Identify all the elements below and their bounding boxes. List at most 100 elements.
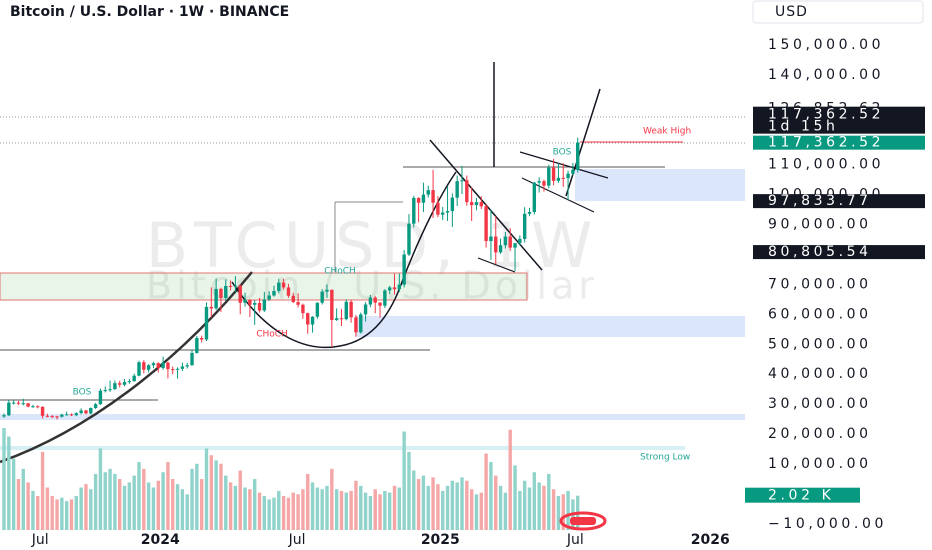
volume-bar (89, 489, 93, 530)
candle-body (69, 414, 74, 416)
volume-bar (469, 489, 474, 530)
y-tick-label: 50,000.00 (768, 336, 872, 352)
candle-body (359, 314, 363, 333)
candle-body (556, 177, 561, 181)
volume-bar (383, 490, 387, 530)
volume-bar (359, 485, 363, 530)
candle-body (199, 337, 204, 340)
price-label-box (753, 245, 925, 260)
volume-bar (513, 465, 517, 530)
volume-bar (50, 496, 54, 530)
candle-body (547, 167, 551, 186)
volume-bar (334, 489, 339, 530)
volume-bar (315, 487, 320, 530)
candle-body (460, 180, 464, 182)
zone (575, 169, 745, 201)
candle-body (513, 243, 517, 248)
volume-bar (368, 496, 373, 530)
volume-bar (416, 479, 421, 530)
y-tick-label: 90,000.00 (768, 217, 872, 233)
candle-body (142, 362, 146, 370)
volume-bar (325, 485, 329, 530)
candle-body (79, 410, 83, 414)
volume-bar (522, 480, 527, 530)
volume-bar (344, 492, 348, 530)
volume-bar (498, 485, 503, 530)
candle-body (185, 365, 189, 367)
candle-body (484, 206, 488, 242)
candle-body (397, 284, 402, 290)
candle-body (431, 190, 435, 203)
x-tick-label: Jul (288, 532, 306, 548)
candle-body (378, 302, 382, 306)
volume-bar (479, 492, 483, 530)
volume-bar (7, 436, 11, 530)
candle-body (383, 290, 387, 306)
volume-bar (412, 470, 416, 530)
annotation: Strong Low (640, 453, 690, 463)
candle-body (436, 202, 440, 215)
candle-body (16, 402, 21, 404)
candle-body (542, 181, 546, 186)
volume-label: 2.02 K (768, 488, 834, 504)
candle-body (11, 402, 16, 404)
curve (231, 171, 457, 349)
volume-bar (537, 482, 541, 530)
candle-body (349, 301, 353, 318)
candle-body (281, 282, 286, 288)
candle-body (479, 202, 483, 207)
volume-bar (166, 462, 170, 530)
price-label-box (753, 135, 925, 150)
candle-body (45, 415, 50, 417)
volume-bar (402, 431, 406, 530)
candle-body (257, 302, 262, 311)
y-tick-label: 60,000.00 (768, 306, 872, 322)
watermark-symbol: BTCUSD, 1W (146, 209, 599, 282)
candle-body (354, 317, 358, 333)
volume-bar (113, 473, 117, 530)
zone (0, 272, 528, 301)
candle-body (209, 306, 214, 309)
candle-body (137, 362, 141, 376)
y-tick-label: 40,000.00 (768, 366, 872, 382)
y-tick-label: −10,000.00 (768, 516, 887, 532)
candle-body (108, 389, 112, 391)
volume-bar (301, 489, 305, 530)
candle-body (469, 202, 474, 206)
candle-body (522, 213, 527, 239)
volume-bar (465, 480, 469, 530)
volume-bar (11, 458, 16, 530)
volume-bar (373, 489, 377, 530)
currency-box[interactable] (752, 0, 924, 24)
currency[interactable]: USD (775, 4, 808, 20)
volume-bar (474, 494, 479, 530)
volume-bar (455, 482, 459, 530)
candle-body (301, 304, 305, 314)
volume-bar (262, 496, 267, 530)
volume-bar (156, 480, 160, 530)
candle-body (296, 302, 300, 305)
volume-bar (267, 499, 271, 530)
candle-body (402, 254, 406, 285)
candle-body (195, 337, 199, 353)
candle-body (344, 301, 348, 320)
annotation: CHoCH (256, 330, 288, 340)
candle-body (532, 182, 537, 212)
candle-body (243, 299, 247, 303)
volume-bar (36, 496, 40, 530)
x-tick-label: Jul (566, 532, 584, 548)
candle-body (426, 190, 430, 195)
candle-body (7, 402, 11, 416)
volume-bar (484, 453, 488, 530)
chart-title: Bitcoin / U.S. Dollar · 1W · BINANCE (10, 4, 289, 20)
candle-body (441, 212, 445, 215)
volume-bar (233, 485, 238, 530)
candle-body (84, 410, 88, 414)
volume-bar (103, 472, 107, 530)
volume-bar (45, 487, 50, 530)
volume-bar (445, 485, 450, 530)
volume-bar (190, 468, 194, 530)
candle-body (306, 313, 310, 325)
volume-bar (378, 494, 382, 530)
candle-body (89, 408, 93, 414)
